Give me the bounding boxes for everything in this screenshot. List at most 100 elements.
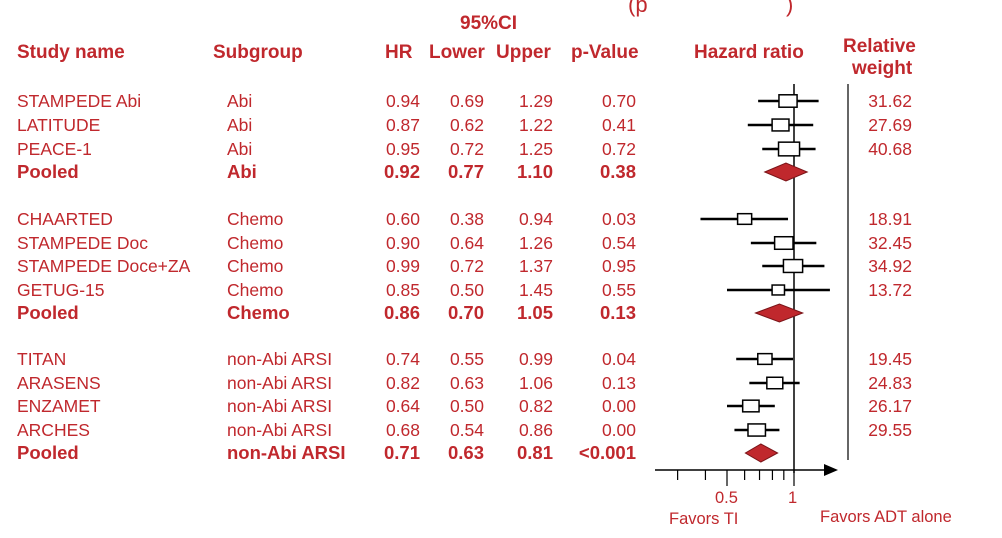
study-box-11: [741, 399, 760, 413]
study-box-12: [747, 423, 767, 437]
row-3-study: Pooled: [17, 161, 79, 182]
row-1-weight: 27.69: [868, 115, 912, 135]
row-1-p: 0.41: [601, 115, 636, 135]
x-axis-arrowhead: [824, 464, 838, 476]
row-3-subgroup: Abi: [227, 161, 257, 182]
study-box-6: [782, 258, 804, 274]
row-10-hr: 0.82: [385, 373, 420, 393]
row-2-hr: 0.95: [385, 139, 420, 159]
row-1-study: LATITUDE: [17, 115, 101, 135]
row-8-upper: 1.05: [516, 302, 553, 323]
row-11-weight: 26.17: [868, 396, 912, 416]
study-box-7: [771, 284, 786, 296]
row-1-hr: 0.87: [385, 115, 420, 135]
row-9-lower: 0.55: [449, 349, 484, 369]
study-box-2: [777, 141, 801, 157]
row-10-p: 0.13: [601, 373, 636, 393]
relative-weight-header-line2: weight: [852, 58, 913, 79]
study-name-header: Study name: [17, 42, 125, 63]
row-12-upper: 0.86: [518, 420, 553, 440]
row-7-lower: 0.50: [449, 280, 484, 300]
row-11-upper: 0.82: [518, 396, 553, 416]
row-12-p: 0.00: [601, 420, 636, 440]
row-5-hr: 0.90: [385, 233, 420, 253]
row-5-p: 0.54: [601, 233, 636, 253]
row-9-weight: 19.45: [868, 349, 912, 369]
row-3-lower: 0.77: [447, 161, 484, 182]
row-13-subgroup: non-Abi ARSI: [227, 442, 346, 463]
row-0-study: STAMPEDE Abi: [17, 91, 142, 111]
hazard-ratio-header: Hazard ratio: [694, 42, 804, 63]
study-box-4: [736, 212, 753, 226]
row-2-p: 0.72: [601, 139, 636, 159]
row-11-lower: 0.50: [449, 396, 484, 416]
row-1-upper: 1.22: [518, 115, 553, 135]
row-1-subgroup: Abi: [227, 115, 253, 135]
row-3-hr: 0.92: [383, 161, 420, 182]
row-9-p: 0.04: [601, 349, 636, 369]
row-11-p: 0.00: [601, 396, 636, 416]
row-10-upper: 1.06: [518, 373, 553, 393]
row-7-hr: 0.85: [385, 280, 420, 300]
row-11-hr: 0.64: [385, 396, 420, 416]
row-3-upper: 1.10: [516, 161, 553, 182]
row-6-upper: 1.37: [518, 256, 553, 276]
row-7-weight: 13.72: [868, 280, 912, 300]
study-box-0: [778, 94, 798, 108]
hr-header: HR: [385, 42, 413, 63]
row-7-study: GETUG-15: [17, 280, 105, 300]
row-6-weight: 34.92: [868, 256, 912, 276]
row-2-weight: 40.68: [868, 139, 912, 159]
row-8-lower: 0.70: [447, 302, 484, 323]
row-2-lower: 0.72: [449, 139, 484, 159]
row-0-lower: 0.69: [449, 91, 484, 111]
row-13-lower: 0.63: [447, 442, 484, 463]
row-10-lower: 0.63: [449, 373, 484, 393]
ci-group-header: 95%CI: [460, 13, 518, 34]
row-6-hr: 0.99: [385, 256, 420, 276]
row-0-weight: 31.62: [868, 91, 912, 111]
study-box-5: [773, 235, 794, 251]
study-box-9: [757, 352, 773, 366]
row-13-upper: 0.81: [516, 442, 553, 463]
row-1-lower: 0.62: [449, 115, 484, 135]
pooled-diamond-13: [744, 443, 779, 463]
row-12-weight: 29.55: [868, 420, 912, 440]
row-8-subgroup: Chemo: [227, 302, 290, 323]
row-10-subgroup: non-Abi ARSI: [227, 373, 333, 393]
row-5-lower: 0.64: [449, 233, 484, 253]
lower-header: Lower: [429, 42, 485, 63]
row-0-upper: 1.29: [518, 91, 553, 111]
row-8-hr: 0.86: [383, 302, 420, 323]
row-12-subgroup: non-Abi ARSI: [227, 420, 333, 440]
row-11-subgroup: non-Abi ARSI: [227, 396, 333, 416]
axis-tick-label-0.5: 0.5: [715, 489, 738, 507]
pooled-diamond-8: [754, 303, 805, 323]
row-4-subgroup: Chemo: [227, 209, 284, 229]
row-9-study: TITAN: [17, 349, 67, 369]
cut-off-header-paren: ): [786, 0, 794, 17]
subgroup-header: Subgroup: [213, 42, 303, 63]
row-9-upper: 0.99: [518, 349, 553, 369]
row-5-weight: 32.45: [868, 233, 912, 253]
row-6-lower: 0.72: [449, 256, 484, 276]
axis-tick-label-1: 1: [788, 489, 798, 507]
row-7-upper: 1.45: [518, 280, 553, 300]
row-3-p: 0.38: [599, 161, 636, 182]
row-8-study: Pooled: [17, 302, 79, 323]
row-10-weight: 24.83: [868, 373, 912, 393]
pooled-diamond-3: [763, 162, 809, 182]
row-7-p: 0.55: [601, 280, 636, 300]
relative-weight-header-line1: Relative: [843, 36, 916, 57]
study-box-1: [771, 118, 790, 132]
row-6-study: STAMPEDE Doce+ZA: [17, 256, 191, 276]
row-4-hr: 0.60: [385, 209, 420, 229]
row-7-subgroup: Chemo: [227, 280, 284, 300]
upper-header: Upper: [496, 42, 551, 63]
favors-left-label: Favors TI: [669, 510, 739, 528]
p-value-header: p-Value: [571, 42, 639, 63]
row-13-p: <0.001: [578, 442, 636, 463]
row-8-p: 0.13: [599, 302, 636, 323]
row-9-hr: 0.74: [385, 349, 420, 369]
row-13-study: Pooled: [17, 442, 79, 463]
